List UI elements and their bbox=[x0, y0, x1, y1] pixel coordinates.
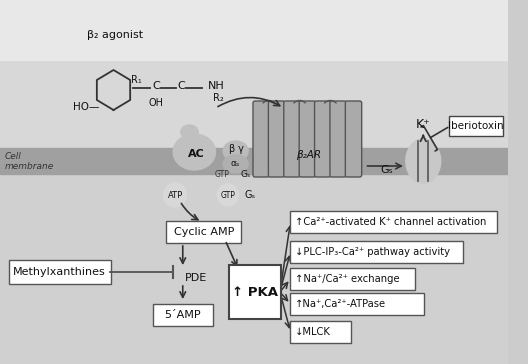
Text: αₛ: αₛ bbox=[231, 159, 240, 169]
FancyBboxPatch shape bbox=[330, 101, 346, 177]
Text: ↑Ca²⁺-activated K⁺ channel activation: ↑Ca²⁺-activated K⁺ channel activation bbox=[295, 217, 487, 227]
Ellipse shape bbox=[223, 155, 248, 173]
FancyBboxPatch shape bbox=[268, 101, 285, 177]
Text: γ: γ bbox=[238, 144, 243, 154]
Text: HO—: HO— bbox=[73, 102, 99, 112]
Text: GTP: GTP bbox=[215, 170, 230, 179]
FancyBboxPatch shape bbox=[289, 321, 351, 343]
Text: Iberiotoxin: Iberiotoxin bbox=[448, 121, 504, 131]
Ellipse shape bbox=[223, 141, 248, 161]
Ellipse shape bbox=[406, 139, 440, 183]
FancyBboxPatch shape bbox=[153, 304, 213, 326]
FancyBboxPatch shape bbox=[166, 221, 241, 243]
Ellipse shape bbox=[181, 125, 198, 139]
Bar bbox=[0, 0, 508, 60]
FancyBboxPatch shape bbox=[289, 293, 424, 315]
Bar bbox=[0, 174, 508, 364]
Text: ↓MLCK: ↓MLCK bbox=[295, 327, 331, 337]
Bar bbox=[0, 148, 508, 174]
Text: OH: OH bbox=[148, 98, 163, 108]
Text: C: C bbox=[152, 81, 159, 91]
Text: PDE: PDE bbox=[185, 273, 207, 283]
FancyBboxPatch shape bbox=[345, 101, 362, 177]
Text: GTP: GTP bbox=[221, 190, 235, 199]
Text: ↑Na⁺/Ca²⁺ exchange: ↑Na⁺/Ca²⁺ exchange bbox=[295, 274, 400, 284]
Text: Gₛ: Gₛ bbox=[244, 190, 256, 200]
Circle shape bbox=[218, 184, 239, 206]
Text: Gₛ: Gₛ bbox=[240, 170, 250, 179]
Text: ↑Na⁺,Ca²⁺-ATPase: ↑Na⁺,Ca²⁺-ATPase bbox=[295, 299, 386, 309]
Text: ATP: ATP bbox=[167, 190, 183, 199]
FancyBboxPatch shape bbox=[289, 241, 463, 263]
Text: ↑ PKA: ↑ PKA bbox=[232, 285, 278, 298]
FancyBboxPatch shape bbox=[284, 101, 300, 177]
Text: Cell
membrane: Cell membrane bbox=[5, 152, 54, 171]
Text: ↓PLC-IP₃-Ca²⁺ pathway activity: ↓PLC-IP₃-Ca²⁺ pathway activity bbox=[295, 247, 450, 257]
Circle shape bbox=[164, 183, 186, 207]
Text: AC: AC bbox=[188, 149, 205, 159]
FancyBboxPatch shape bbox=[253, 101, 269, 177]
Text: NH: NH bbox=[208, 81, 224, 91]
Ellipse shape bbox=[173, 134, 215, 170]
Text: β: β bbox=[228, 144, 234, 154]
FancyBboxPatch shape bbox=[315, 101, 331, 177]
Text: K⁺: K⁺ bbox=[416, 119, 431, 131]
Text: C: C bbox=[177, 81, 185, 91]
Text: β₂ agonist: β₂ agonist bbox=[87, 30, 143, 40]
FancyBboxPatch shape bbox=[289, 268, 414, 290]
Text: Gₛ: Gₛ bbox=[380, 165, 393, 175]
Text: R₁: R₁ bbox=[131, 75, 142, 85]
Text: R₂: R₂ bbox=[213, 93, 223, 103]
FancyBboxPatch shape bbox=[8, 260, 111, 284]
Text: Methylxanthines: Methylxanthines bbox=[13, 267, 106, 277]
FancyBboxPatch shape bbox=[229, 265, 281, 319]
Text: Cyclic AMP: Cyclic AMP bbox=[174, 227, 234, 237]
Text: 5´AMP: 5´AMP bbox=[164, 310, 201, 320]
Bar bbox=[0, 0, 508, 148]
FancyBboxPatch shape bbox=[289, 211, 497, 233]
FancyBboxPatch shape bbox=[449, 116, 503, 136]
FancyBboxPatch shape bbox=[299, 101, 316, 177]
Text: β₂AR: β₂AR bbox=[296, 150, 322, 160]
